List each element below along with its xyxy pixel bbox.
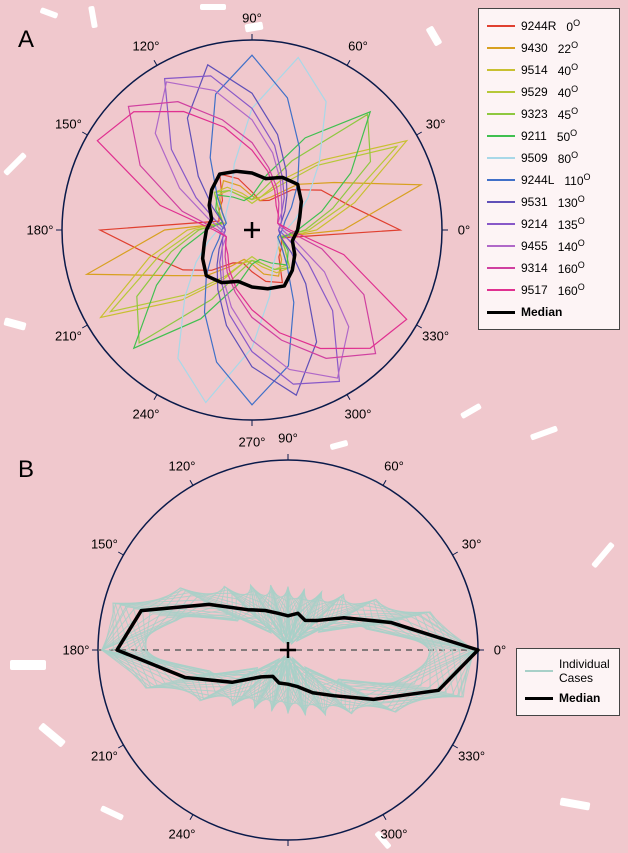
legend-row: 9455 140O	[487, 235, 611, 257]
legend-swatch	[487, 289, 515, 291]
legend-series-deg: 140O	[558, 238, 585, 254]
angle-label: 90°	[278, 431, 298, 446]
legend-b: Individual Cases Median	[516, 648, 620, 716]
legend-row-individual: Individual Cases	[525, 655, 611, 687]
angle-label: 90°	[242, 11, 262, 26]
legend-median-label: Median	[559, 691, 600, 705]
legend-series-name: 9531	[521, 195, 548, 209]
angle-label: 60°	[348, 39, 368, 54]
legend-row: 9323 45O	[487, 103, 611, 125]
legend-row: 9211 50O	[487, 125, 611, 147]
legend-row: 9244R 0O	[487, 15, 611, 37]
legend-series-name: 9323	[521, 107, 548, 121]
legend-row-median: Median	[525, 687, 611, 709]
angle-label: 30°	[462, 537, 482, 552]
legend-series-name: 9455	[521, 239, 548, 253]
legend-swatch	[487, 69, 515, 71]
legend-series-deg: 160O	[558, 282, 585, 298]
legend-swatch	[487, 245, 515, 247]
legend-swatch	[487, 25, 515, 27]
legend-series-deg: 130O	[558, 194, 585, 210]
legend-series-deg: 160O	[558, 260, 585, 276]
angle-label: 120°	[133, 39, 160, 54]
angle-label: 300°	[345, 406, 372, 421]
polar-chart-a	[20, 0, 484, 467]
angle-label: 300°	[381, 826, 408, 841]
legend-swatch	[487, 311, 515, 314]
legend-swatch	[487, 157, 515, 159]
legend-series-deg: 40O	[558, 84, 578, 100]
legend-swatch	[487, 201, 515, 203]
legend-swatch	[487, 47, 515, 49]
angle-label: 30°	[426, 117, 446, 132]
legend-series-name: 9514	[521, 63, 548, 77]
angle-label: 210°	[55, 329, 82, 344]
legend-swatch	[525, 670, 553, 672]
angle-label: 0°	[494, 643, 506, 658]
legend-series-name: 9509	[521, 151, 548, 165]
legend-series-name: 9244L	[521, 173, 554, 187]
angle-label: 150°	[55, 117, 82, 132]
polar-chart-b	[56, 418, 520, 853]
legend-series-name: 9430	[521, 41, 548, 55]
angle-label: 60°	[384, 459, 404, 474]
legend-series-name: 9529	[521, 85, 548, 99]
legend-swatch	[487, 91, 515, 93]
legend-series-name: 9244R	[521, 19, 556, 33]
legend-series-deg: 135O	[558, 216, 585, 232]
legend-row: 9514 40O	[487, 59, 611, 81]
legend-swatch	[487, 113, 515, 115]
legend-row: 9529 40O	[487, 81, 611, 103]
legend-swatch	[487, 223, 515, 225]
legend-series-name: 9211	[521, 129, 547, 143]
legend-median-label: Median	[521, 305, 562, 319]
angle-label: 150°	[91, 537, 118, 552]
angle-label: 210°	[91, 749, 118, 764]
legend-series-deg: 22O	[558, 40, 578, 56]
legend-row: 9531 130O	[487, 191, 611, 213]
angle-label: 180°	[63, 643, 90, 658]
angle-label: 240°	[133, 406, 160, 421]
legend-series-name: 9517	[521, 283, 548, 297]
angle-label: 330°	[422, 329, 449, 344]
legend-row: 9314 160O	[487, 257, 611, 279]
legend-series-deg: 40O	[558, 62, 578, 78]
legend-series-deg: 110O	[564, 172, 590, 188]
legend-individual-label: Individual Cases	[559, 657, 610, 685]
legend-row: 9517 160O	[487, 279, 611, 301]
legend-series-deg: 0O	[566, 18, 580, 34]
angle-label: 240°	[169, 826, 196, 841]
legend-series-name: 9314	[521, 261, 548, 275]
legend-series-deg: 80O	[558, 150, 578, 166]
angle-label: 0°	[458, 223, 470, 238]
angle-label: 330°	[458, 749, 485, 764]
legend-row: 9244L 110O	[487, 169, 611, 191]
legend-a: 9244R 0O 9430 22O 9514 40O 9529 40O 9323 45O 9211 5…	[478, 8, 620, 330]
legend-series-deg: 45O	[558, 106, 578, 122]
angle-label: 270°	[239, 435, 266, 450]
legend-row: 9214 135O	[487, 213, 611, 235]
legend-swatch	[487, 267, 515, 269]
legend-series-deg: 50O	[557, 128, 577, 144]
legend-row: 9430 22O	[487, 37, 611, 59]
legend-series-name: 9214	[521, 217, 548, 231]
angle-label: 180°	[27, 223, 54, 238]
legend-swatch	[525, 697, 553, 700]
angle-label: 120°	[169, 459, 196, 474]
legend-swatch	[487, 179, 515, 181]
legend-row: 9509 80O	[487, 147, 611, 169]
legend-row-median: Median	[487, 301, 611, 323]
legend-swatch	[487, 135, 515, 137]
